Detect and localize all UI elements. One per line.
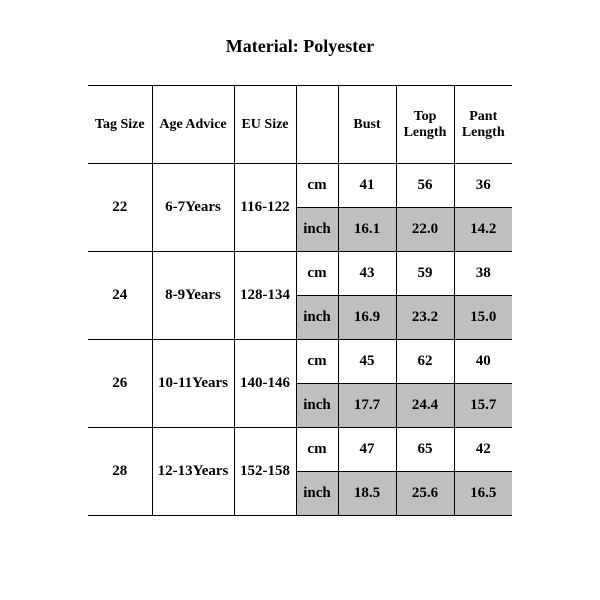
cell-eu: 116-122 [234,164,296,252]
cell-tag: 24 [88,252,152,340]
cell-age: 10-11Years [152,340,234,428]
cell-age: 12-13Years [152,428,234,516]
cell-eu: 128-134 [234,252,296,340]
cell-top-cm: 65 [396,428,454,472]
cell-bust-inch: 18.5 [338,472,396,516]
cell-pant-cm: 40 [454,340,512,384]
cell-age: 6-7Years [152,164,234,252]
col-pant: Pant Length [454,86,512,164]
cell-tag: 22 [88,164,152,252]
cell-pant-cm: 42 [454,428,512,472]
cell-pant-inch: 14.2 [454,208,512,252]
table-row: 2610-11Years140-146cm456240 [88,340,512,384]
cell-tag: 26 [88,340,152,428]
col-unit [296,86,338,164]
cell-pant-inch: 15.7 [454,384,512,428]
cell-bust-cm: 41 [338,164,396,208]
cell-top-cm: 56 [396,164,454,208]
page-title: Material: Polyester [0,0,600,85]
header-row: Tag Size Age Advice EU Size Bust Top Len… [88,86,512,164]
cell-top-inch: 23.2 [396,296,454,340]
size-chart-body: 226-7Years116-122cm415636inch16.122.014.… [88,164,512,516]
cell-unit-cm: cm [296,252,338,296]
col-top: Top Length [396,86,454,164]
cell-bust-cm: 47 [338,428,396,472]
cell-unit-inch: inch [296,296,338,340]
col-eu: EU Size [234,86,296,164]
cell-pant-inch: 16.5 [454,472,512,516]
cell-eu: 152-158 [234,428,296,516]
table-row: 248-9Years128-134cm435938 [88,252,512,296]
cell-top-inch: 25.6 [396,472,454,516]
table-row: 226-7Years116-122cm415636 [88,164,512,208]
cell-bust-inch: 16.9 [338,296,396,340]
cell-unit-inch: inch [296,208,338,252]
cell-pant-cm: 36 [454,164,512,208]
cell-unit-inch: inch [296,384,338,428]
cell-bust-cm: 43 [338,252,396,296]
cell-top-inch: 22.0 [396,208,454,252]
cell-unit-cm: cm [296,340,338,384]
cell-unit-cm: cm [296,428,338,472]
col-tag: Tag Size [88,86,152,164]
col-age: Age Advice [152,86,234,164]
cell-pant-cm: 38 [454,252,512,296]
size-chart-table: Tag Size Age Advice EU Size Bust Top Len… [88,85,512,516]
cell-eu: 140-146 [234,340,296,428]
cell-top-cm: 62 [396,340,454,384]
cell-bust-inch: 17.7 [338,384,396,428]
col-bust: Bust [338,86,396,164]
cell-tag: 28 [88,428,152,516]
cell-bust-inch: 16.1 [338,208,396,252]
cell-bust-cm: 45 [338,340,396,384]
cell-top-cm: 59 [396,252,454,296]
cell-unit-inch: inch [296,472,338,516]
table-row: 2812-13Years152-158cm476542 [88,428,512,472]
cell-age: 8-9Years [152,252,234,340]
cell-pant-inch: 15.0 [454,296,512,340]
cell-unit-cm: cm [296,164,338,208]
cell-top-inch: 24.4 [396,384,454,428]
